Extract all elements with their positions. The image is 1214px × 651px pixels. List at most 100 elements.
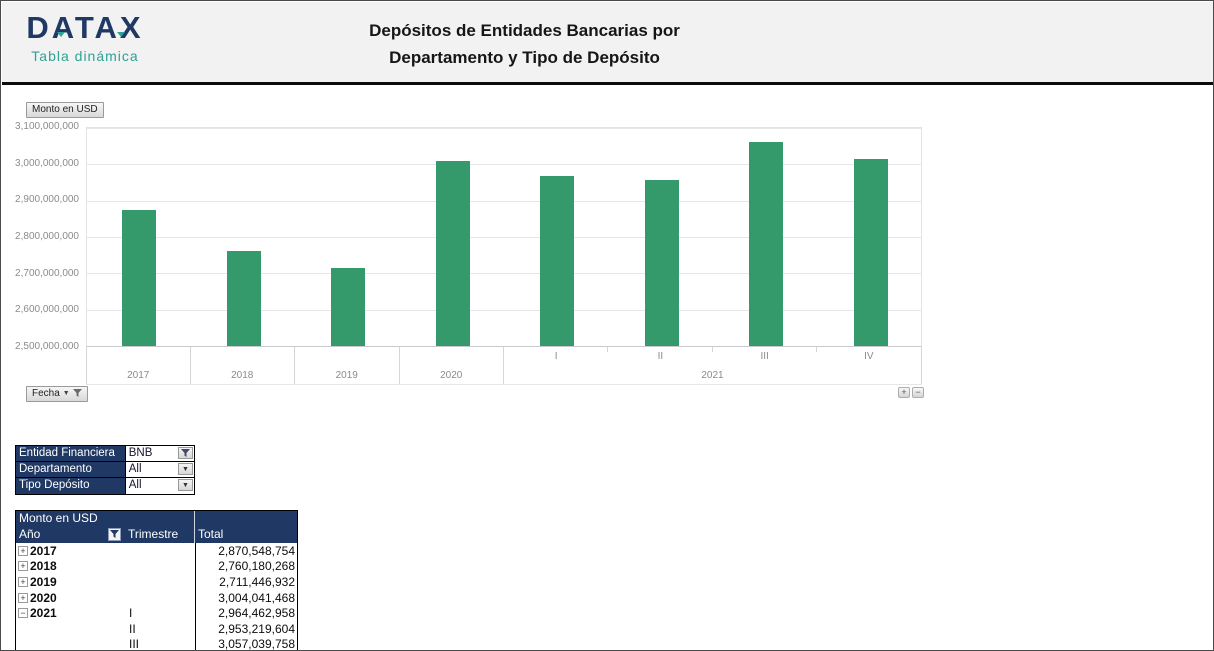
filter-field-label: Tipo Depósito xyxy=(16,478,125,494)
bar-2021-IV[interactable] xyxy=(853,159,888,346)
bar-2019[interactable] xyxy=(331,268,366,346)
expand-plus-icon[interactable]: + xyxy=(18,561,28,572)
filter-funnel-icon xyxy=(181,448,190,457)
value-field-button[interactable]: Monto en USD xyxy=(26,102,104,118)
pivot-total-cell: 2,870,548,754 xyxy=(195,543,297,559)
x-axis-quarter-label xyxy=(87,347,190,365)
x-axis-quarter-label: IV xyxy=(864,351,874,362)
x-axis-group-2021: I II III IV 2021 xyxy=(504,347,922,384)
pivot-column-header-trimestre: Trimestre xyxy=(124,527,195,543)
bar-2021-II[interactable] xyxy=(644,179,679,346)
x-axis-year-label: 2019 xyxy=(335,370,358,382)
gridline xyxy=(87,237,921,238)
pivot-trimestre-cell xyxy=(124,590,195,606)
gridline xyxy=(87,128,921,129)
pivot-trimestre-cell: II xyxy=(129,621,136,636)
x-axis-group-2019: 2019 xyxy=(295,347,400,384)
y-axis-tick-label: 3,000,000,000 xyxy=(15,157,79,169)
y-axis-tick-label: 3,100,000,000 xyxy=(15,121,79,132)
logo-accent-icon xyxy=(117,32,125,37)
pivot-table-title: Monto en USD xyxy=(16,511,195,527)
pivot-trimestre-cell xyxy=(124,543,195,559)
row-label-filter-button[interactable] xyxy=(108,528,121,541)
x-axis-quarter-row xyxy=(191,347,295,365)
pivot-table-body: +2017 2,870,548,754 +2018 2,760,180,268 +201… xyxy=(16,543,297,651)
plot-area xyxy=(86,127,922,347)
axis-field-button-label: Fecha xyxy=(32,388,60,399)
pivot-table-row-2020: +2020 3,004,041,468 xyxy=(16,589,297,606)
value-field-button-label: Monto en USD xyxy=(32,104,98,115)
pivot-year-label: 2018 xyxy=(30,559,57,574)
pivot-year-cell: +2018 xyxy=(16,559,124,575)
filter-table: Entidad Financiera BNB Departamento All ▼ Tip… xyxy=(15,445,195,495)
filter-row: Entidad Financiera BNB xyxy=(16,446,194,462)
x-axis-quarter-label: III xyxy=(713,347,818,365)
pivot-table-title-row: Monto en USD xyxy=(16,511,297,527)
gridline xyxy=(87,200,921,202)
pivot-table-row: II 2,953,219,604 xyxy=(16,620,297,637)
x-axis-group-2017: 2017 xyxy=(86,347,191,384)
pivot-trimestre-cell: III xyxy=(129,637,140,651)
pivot-table-row-2018: +2018 2,760,180,268 xyxy=(16,558,297,575)
x-axis-year-label: 2018 xyxy=(231,370,254,382)
filter-funnel-icon xyxy=(110,530,119,538)
y-axis-tick-label: 2,700,000,000 xyxy=(15,267,79,279)
pivot-table-title-spacer xyxy=(195,511,297,527)
pivot-column-header-total: Total xyxy=(198,527,224,541)
pivot-total-cell: 3,004,041,468 xyxy=(195,589,297,606)
expand-plus-icon[interactable]: + xyxy=(18,545,28,556)
page-title-line2: Departamento y Tipo de Depósito xyxy=(389,48,660,67)
expand-plus-icon[interactable]: + xyxy=(18,592,28,603)
app-header: DATAX Tabla dinámica Depósitos de Entida… xyxy=(2,2,1213,85)
pivot-year-label: 2019 xyxy=(30,574,57,589)
x-axis-year-label: 2021 xyxy=(701,370,724,382)
bar-2020[interactable] xyxy=(435,161,470,346)
filter-dropdown-button-filtered[interactable] xyxy=(178,447,193,459)
pivot-trimestre-cell xyxy=(124,574,195,590)
dropdown-arrow-icon: ▼ xyxy=(62,390,70,397)
x-axis-quarter-label xyxy=(400,347,504,365)
filter-field-label: Departamento xyxy=(16,462,125,477)
pivot-year-cell: +2019 xyxy=(16,574,124,590)
bar-2021-I[interactable] xyxy=(540,175,575,346)
pivot-year-cell xyxy=(16,637,124,650)
collapse-field-button[interactable]: − xyxy=(912,387,924,398)
axis-field-button[interactable]: Fecha ▼ xyxy=(26,386,88,402)
collapse-minus-icon[interactable]: − xyxy=(18,608,28,619)
dropdown-arrow-icon: ▼ xyxy=(182,481,189,489)
pivot-table-row: III 3,057,039,758 xyxy=(16,636,297,651)
x-axis-quarter-label xyxy=(191,347,295,365)
filter-field-label: Entidad Financiera xyxy=(16,446,125,461)
filter-funnel-icon xyxy=(72,389,82,397)
logo-accent-icon xyxy=(57,32,65,37)
pivot-table-row-2021: −2021 I 2,964,462,958 xyxy=(16,605,297,621)
pivot-year-label: 2021 xyxy=(30,606,57,621)
logo-title: DATAX xyxy=(26,10,144,45)
x-axis-group-2020: 2020 xyxy=(400,347,504,384)
y-axis-tick-label: 2,600,000,000 xyxy=(15,304,79,316)
bar-2021-III[interactable] xyxy=(749,141,784,346)
pivot-table-header-row: Año Trimestre Total xyxy=(16,527,297,543)
x-axis-quarter-label: II xyxy=(608,347,713,365)
bar-2017[interactable] xyxy=(122,210,157,346)
pivot-trimestre-cell: I xyxy=(129,606,133,621)
filter-dropdown-button[interactable]: ▼ xyxy=(178,463,193,475)
pivot-total-cell: 2,760,180,268 xyxy=(195,558,297,575)
pivot-chart: Monto en USD 2,500,000,000 2,600,000,000 2… xyxy=(15,96,927,408)
filter-dropdown-button[interactable]: ▼ xyxy=(178,479,193,491)
pivot-year-cell xyxy=(16,621,124,637)
gridline xyxy=(87,309,921,311)
dropdown-arrow-icon: ▼ xyxy=(182,465,189,473)
pivot-year-label: 2017 xyxy=(30,543,57,558)
bar-2018[interactable] xyxy=(226,250,261,346)
pivot-table: Monto en USD Año Trimestre Total +2017 2,… xyxy=(15,510,298,651)
logo: DATAX Tabla dinámica xyxy=(24,10,146,64)
y-axis-tick-label: 2,500,000,000 xyxy=(15,341,79,352)
y-axis-tick-label: 2,800,000,000 xyxy=(15,231,79,242)
y-axis-tick-label: 2,900,000,000 xyxy=(15,194,79,206)
expand-field-button[interactable]: + xyxy=(898,387,910,398)
expand-plus-icon[interactable]: + xyxy=(18,576,28,587)
pivot-column-header-ano: Año xyxy=(16,527,124,543)
x-axis-quarter-row xyxy=(295,347,399,365)
